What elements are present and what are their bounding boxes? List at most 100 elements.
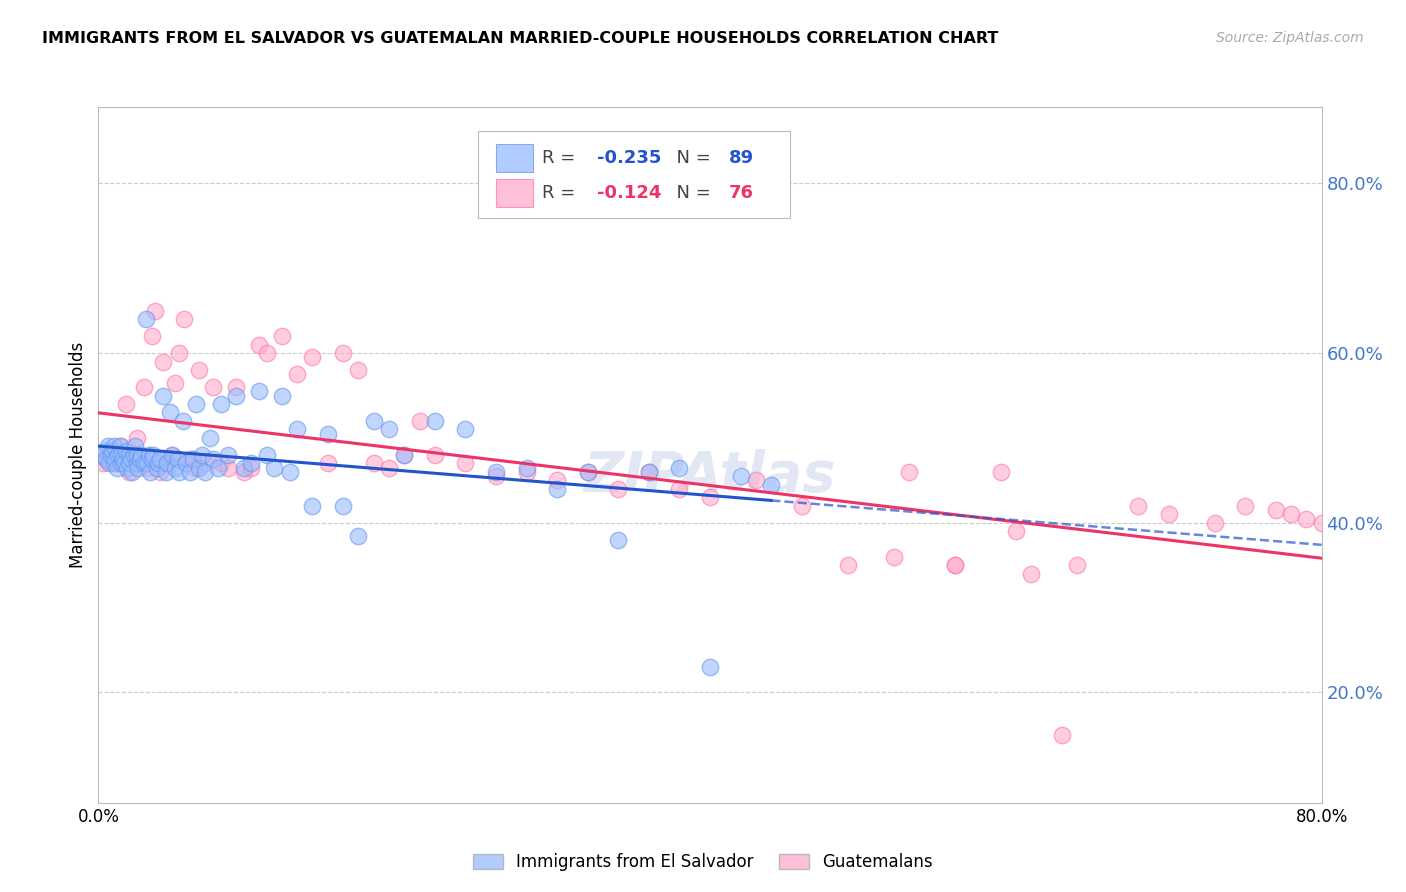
Point — [98, 457, 121, 471]
Point — [363, 414, 385, 428]
Bar — [496, 144, 533, 172]
Point — [179, 452, 201, 467]
Point — [122, 448, 145, 462]
Point — [155, 465, 177, 479]
Point — [103, 457, 125, 471]
Point — [1019, 566, 1042, 581]
Text: ZIPAtlas: ZIPAtlas — [583, 449, 837, 503]
Point — [118, 465, 141, 479]
Point — [121, 448, 143, 462]
Point — [111, 452, 134, 467]
Legend: Immigrants from El Salvador, Guatemalans: Immigrants from El Salvador, Guatemalans — [465, 845, 941, 880]
Bar — [496, 178, 533, 207]
Point — [139, 465, 162, 479]
Point — [546, 474, 568, 488]
Point — [270, 388, 292, 402]
Point — [172, 414, 194, 428]
Text: Source: ZipAtlas.com: Source: ZipAtlas.com — [1216, 31, 1364, 45]
Point — [198, 431, 221, 445]
Point — [1004, 524, 1026, 539]
Point — [156, 457, 179, 471]
Point — [174, 457, 197, 471]
Point — [143, 303, 166, 318]
Point — [129, 448, 152, 462]
Point — [159, 405, 181, 419]
Point — [209, 397, 232, 411]
Point — [347, 528, 370, 542]
Point — [188, 363, 211, 377]
Point — [163, 376, 186, 390]
Point — [263, 460, 285, 475]
Point — [607, 482, 630, 496]
Point — [209, 457, 232, 471]
Point — [98, 448, 121, 462]
Point — [1295, 511, 1317, 525]
Point — [115, 443, 138, 458]
Point — [790, 499, 813, 513]
Point — [943, 558, 966, 573]
Point — [186, 397, 208, 411]
Point — [167, 452, 190, 467]
Point — [117, 460, 139, 475]
Point — [316, 457, 339, 471]
Point — [110, 439, 132, 453]
Point — [247, 384, 270, 399]
Point — [115, 397, 138, 411]
Point — [285, 368, 308, 382]
Point — [516, 460, 538, 475]
Point — [141, 329, 163, 343]
Point — [135, 312, 157, 326]
Point — [91, 448, 114, 462]
Text: N =: N = — [665, 149, 716, 167]
Text: N =: N = — [665, 184, 716, 202]
Text: IMMIGRANTS FROM EL SALVADOR VS GUATEMALAN MARRIED-COUPLE HOUSEHOLDS CORRELATION : IMMIGRANTS FROM EL SALVADOR VS GUATEMALA… — [42, 31, 998, 46]
Point — [759, 477, 782, 491]
Point — [169, 465, 191, 479]
Point — [207, 460, 229, 475]
Point — [181, 452, 204, 467]
Point — [101, 443, 124, 458]
Point — [576, 465, 599, 479]
Point — [730, 469, 752, 483]
Point — [699, 491, 721, 505]
Point — [745, 474, 768, 488]
Point — [332, 499, 354, 513]
Point — [699, 660, 721, 674]
Point — [668, 482, 690, 496]
Point — [897, 465, 920, 479]
Text: -0.124: -0.124 — [598, 184, 662, 202]
Point — [217, 448, 239, 462]
Point — [134, 380, 156, 394]
Point — [141, 452, 163, 467]
Point — [883, 549, 905, 564]
Point — [163, 460, 186, 475]
Point — [546, 482, 568, 496]
FancyBboxPatch shape — [478, 131, 790, 219]
Point — [232, 460, 254, 475]
Point — [142, 448, 165, 462]
Point — [1204, 516, 1226, 530]
Point — [247, 337, 270, 351]
Point — [240, 460, 263, 475]
Point — [93, 443, 115, 458]
Point — [145, 460, 167, 475]
Point — [454, 457, 477, 471]
Point — [1279, 508, 1302, 522]
Point — [110, 457, 132, 471]
Point — [316, 426, 339, 441]
Point — [97, 439, 120, 453]
Point — [128, 457, 150, 471]
Point — [108, 439, 131, 453]
Point — [169, 346, 191, 360]
Text: 76: 76 — [728, 184, 754, 202]
Text: 89: 89 — [728, 149, 754, 167]
Point — [423, 414, 446, 428]
Point — [1264, 503, 1286, 517]
Point — [516, 465, 538, 479]
Point — [173, 312, 195, 326]
Point — [1310, 516, 1333, 530]
Point — [188, 460, 211, 475]
Point — [378, 422, 401, 436]
Point — [134, 457, 156, 471]
Point — [94, 452, 117, 467]
